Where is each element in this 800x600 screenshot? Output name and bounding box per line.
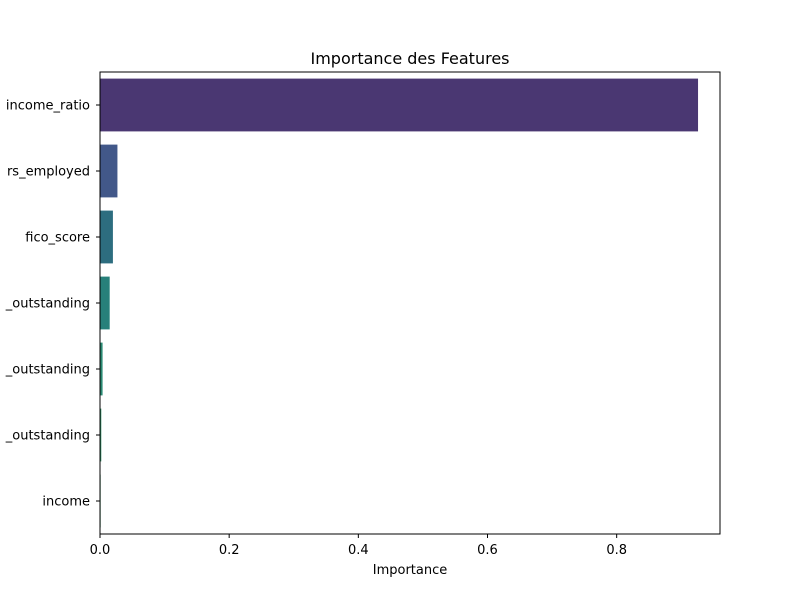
bar-4: [100, 342, 103, 396]
y-tick-label: _outstanding: [5, 363, 90, 378]
y-tick-label: income_ratio: [6, 99, 90, 114]
bar-0: [100, 78, 699, 132]
bar-1: [100, 144, 118, 198]
x-tick-label: 0.4: [348, 543, 369, 558]
y-tick-label: rs_employed: [7, 165, 90, 180]
plot-frame: [99, 71, 721, 535]
x-tick-label: 0.6: [477, 543, 498, 558]
y-tick-labels: income_ratio rs_employed fico_score _outsta…: [5, 99, 100, 510]
bar-5: [100, 408, 102, 462]
x-tick-label: 0.2: [219, 543, 240, 558]
x-ticks: 0.0 0.2 0.4 0.6 0.8: [90, 534, 627, 558]
x-axis-label: Importance: [373, 563, 448, 578]
x-tick-label: 0.0: [90, 543, 111, 558]
bar-3: [100, 276, 110, 330]
bars-group: [100, 78, 699, 528]
y-tick-label: _outstanding: [5, 429, 90, 444]
y-tick-label: fico_score: [25, 231, 90, 246]
chart-title: Importance des Features: [311, 49, 510, 68]
y-tick-label: _outstanding: [5, 297, 90, 312]
y-tick-label: income: [42, 495, 90, 510]
bar-2: [100, 210, 113, 264]
x-tick-label: 0.8: [606, 543, 627, 558]
